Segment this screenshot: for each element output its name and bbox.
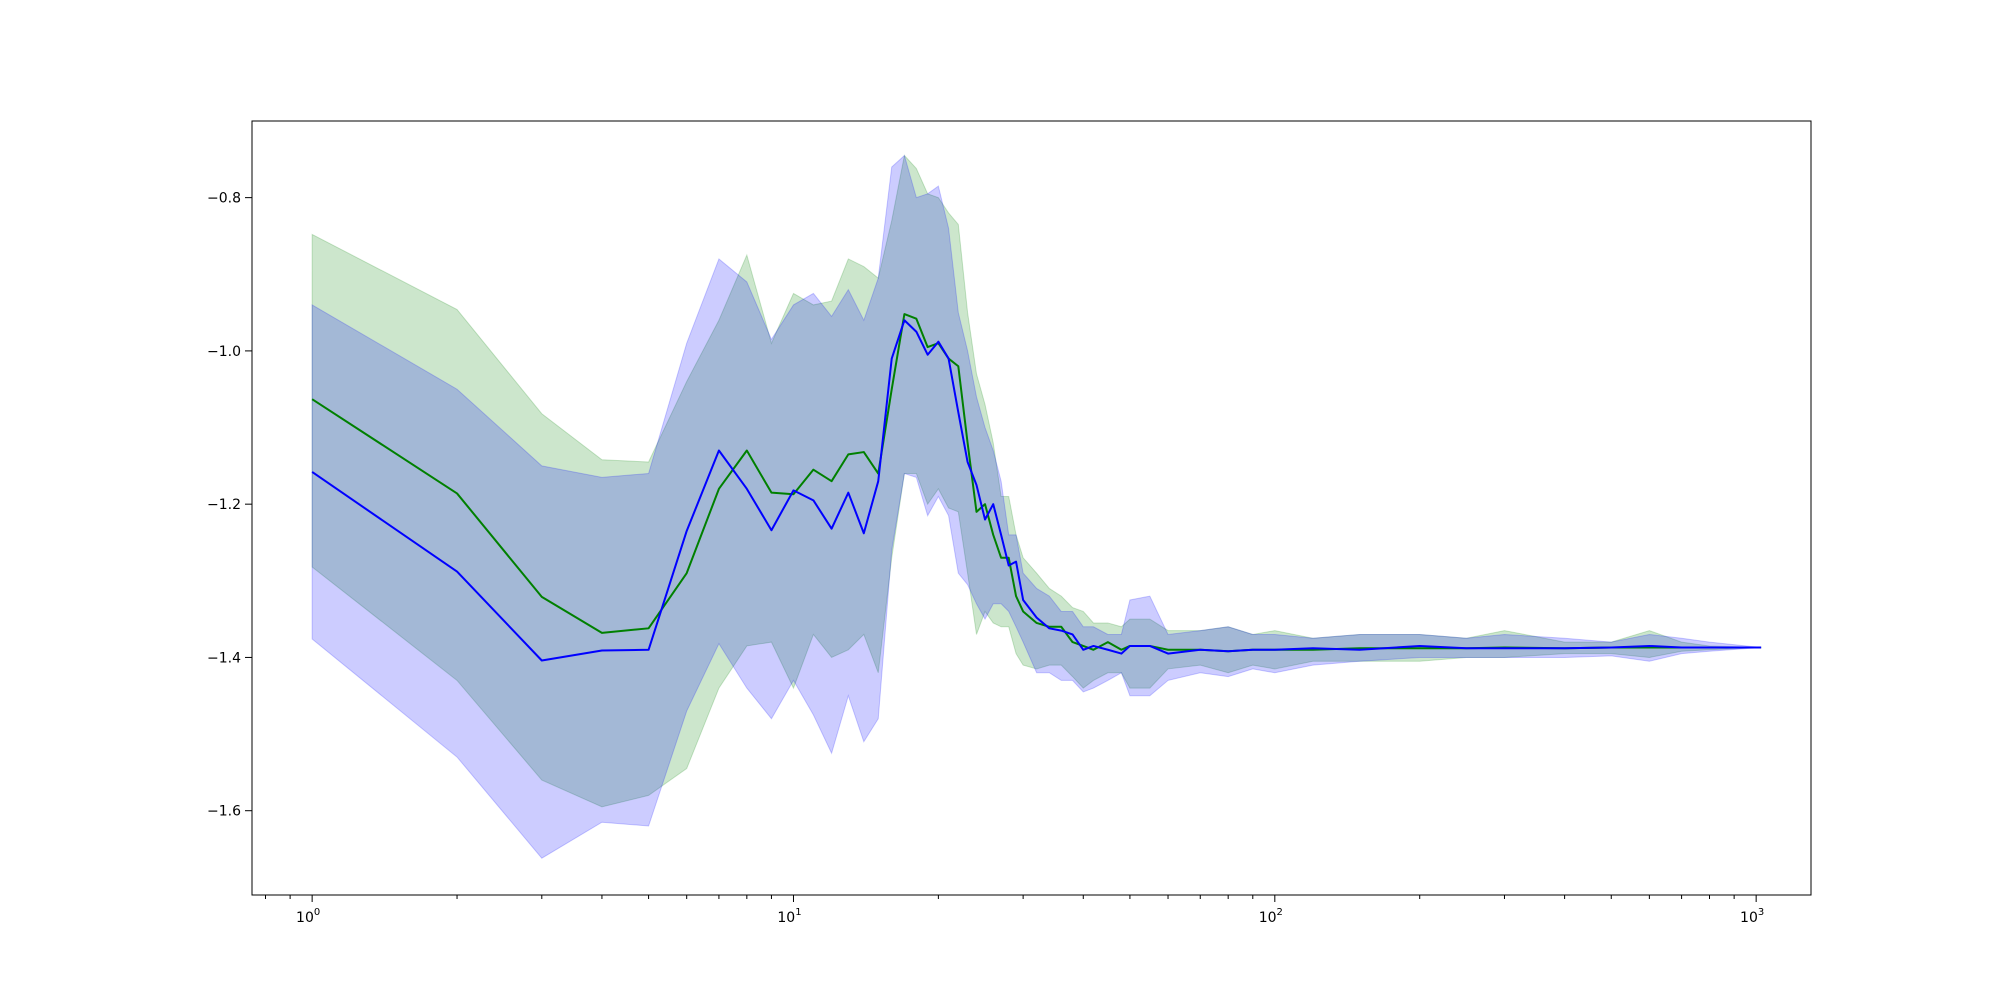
series-0-line bbox=[311, 313, 1762, 653]
plot-frame bbox=[251, 120, 1812, 896]
y-tick-label: −1.6 bbox=[207, 804, 241, 820]
y-tick-label: −0.8 bbox=[207, 191, 241, 207]
confidence-bands bbox=[311, 154, 1762, 859]
series-lines bbox=[311, 313, 1762, 662]
y-tick-label: −1.0 bbox=[207, 344, 241, 360]
series-0-band bbox=[311, 154, 1762, 808]
x-tick-label: 100 bbox=[296, 907, 320, 926]
y-tick-label: −1.2 bbox=[207, 497, 241, 513]
x-tick-label: 101 bbox=[777, 907, 801, 926]
series-1-band bbox=[311, 154, 1762, 859]
x-tick-label: 103 bbox=[1740, 907, 1764, 926]
y-axis: −0.8 −1.0 −1.2 −1.4 −1.6 bbox=[207, 191, 252, 820]
x-axis: 100 101 102 103 bbox=[264, 895, 1764, 926]
y-tick-label: −1.4 bbox=[207, 650, 241, 666]
x-tick-label: 102 bbox=[1259, 907, 1283, 926]
series-1-line bbox=[311, 319, 1762, 662]
